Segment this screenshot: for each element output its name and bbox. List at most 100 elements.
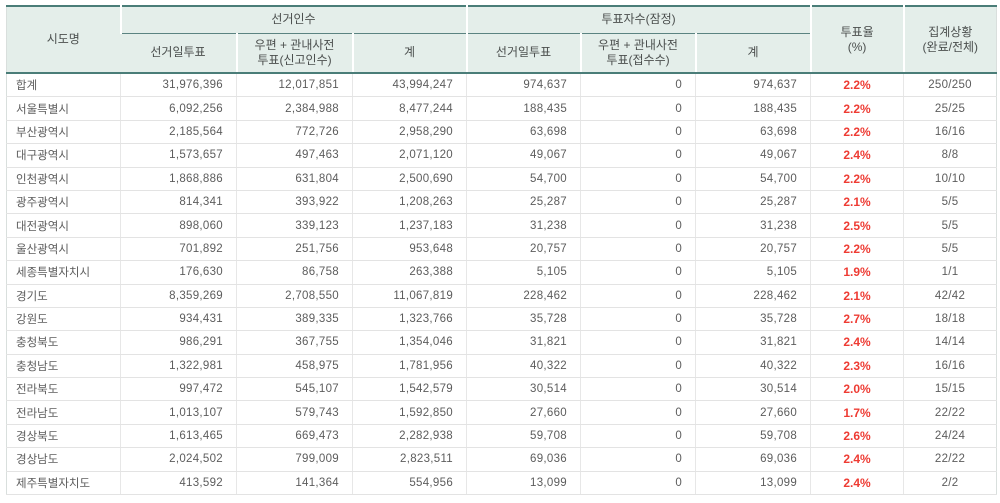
electors-election-day-cell: 1,868,886 [120,167,237,191]
electors-mail-pre-cell: 86,758 [236,260,353,285]
sido-name-cell: 전라남도 [6,400,121,425]
turnout-rate-cell: 2.3% [810,354,904,379]
header-sub-row: 선거일투표 우편 + 관내사전 투표(신고인수) 계 선거일투표 우편 + 관내… [7,33,997,74]
turnout-rate-cell: 2.0% [810,377,904,402]
tally-status-cell: 14/14 [903,330,997,355]
table-header: 시도명 선거인수 투표자수(잠정) 투표율 (%) 집계상황 (완료/전체) 선… [6,6,997,74]
voters-total-cell: 49,067 [695,143,811,168]
header-voters-total: 계 [694,33,811,74]
sido-name-cell: 충청북도 [6,330,121,355]
electors-total-cell: 263,388 [351,260,467,285]
turnout-rate-cell: 2.6% [810,424,904,449]
header-electors-total: 계 [351,33,467,74]
header-group-row: 시도명 선거인수 투표자수(잠정) 투표율 (%) 집계상황 (완료/전체) [6,6,997,74]
voters-total-cell: 30,514 [695,377,811,402]
table-row: 경기도 8,359,269 2,708,550 11,067,819 228,462 0 2… [6,284,997,308]
voters-total-cell: 63,698 [695,120,811,145]
turnout-rate-cell: 2.2% [810,167,904,191]
table-row: 대구광역시 1,573,657 497,463 2,071,120 49,067 0 49,… [6,143,997,168]
voters-election-day-cell: 27,660 [466,400,581,425]
voters-election-day-cell: 13,099 [466,471,581,496]
table-row: 울산광역시 701,892 251,756 953,648 20,757 0 20,757 2… [6,237,997,262]
electors-mail-pre-cell: 393,922 [236,190,353,215]
tally-status-cell: 22/22 [903,400,997,425]
turnout-rate-cell: 2.4% [810,143,904,168]
turnout-rate-cell: 2.2% [810,96,904,121]
electors-mail-pre-cell: 669,473 [236,424,353,449]
voters-election-day-cell: 31,238 [466,213,581,238]
table-row: 전라북도 997,472 545,107 1,542,579 30,514 0 30,514… [6,377,997,402]
table-row: 서울특별시 6,092,256 2,384,988 8,477,244 188,435 0… [6,96,997,121]
tally-status-cell: 2/2 [903,471,997,496]
turnout-table-container: 시도명 선거인수 투표자수(잠정) 투표율 (%) 집계상황 (완료/전체) 선… [6,5,998,496]
turnout-rate-cell: 2.1% [810,284,904,308]
electors-election-day-cell: 31,976,396 [120,73,237,98]
electors-total-cell: 953,648 [351,237,467,262]
electors-mail-pre-cell: 339,123 [236,213,353,238]
sido-name-cell: 경상북도 [6,424,121,449]
table-row: 광주광역시 814,341 393,922 1,208,263 25,287 0 25,28… [6,190,997,215]
voters-total-cell: 188,435 [695,96,811,121]
electors-election-day-cell: 934,431 [120,307,237,332]
table-row: 합계 31,976,396 12,017,851 43,994,247 974,637 0… [6,73,997,98]
electors-election-day-cell: 986,291 [120,330,237,355]
sido-name-cell: 제주특별자치도 [6,471,121,496]
voters-election-day-cell: 54,700 [466,167,581,191]
voters-election-day-cell: 69,036 [466,447,581,472]
voters-election-day-cell: 63,698 [466,120,581,145]
voters-election-day-cell: 35,728 [466,307,581,332]
voters-total-cell: 25,287 [695,190,811,215]
sido-name-cell: 인천광역시 [6,167,121,191]
voters-election-day-cell: 974,637 [466,73,581,98]
table-row: 대전광역시 898,060 339,123 1,237,183 31,238 0 31,23… [6,213,997,238]
electors-mail-pre-cell: 141,364 [236,471,353,496]
electors-total-cell: 2,071,120 [351,143,467,168]
header-electors-mail-pre: 우편 + 관내사전 투표(신고인수) [235,33,353,74]
voters-total-cell: 13,099 [695,471,811,496]
electors-mail-pre-cell: 12,017,851 [236,73,353,98]
tally-status-cell: 5/5 [903,237,997,262]
voters-total-cell: 69,036 [695,447,811,472]
header-sido: 시도명 [6,6,121,74]
header-electors-group: 선거인수 [119,6,467,34]
electors-election-day-cell: 6,092,256 [120,96,237,121]
voters-mail-pre-cell: 0 [580,447,696,472]
voters-election-day-cell: 49,067 [466,143,581,168]
turnout-rate-cell: 2.2% [810,73,904,98]
electors-total-cell: 8,477,244 [351,96,467,121]
voters-mail-pre-cell: 0 [580,143,696,168]
tally-status-cell: 16/16 [903,354,997,379]
voters-election-day-cell: 25,287 [466,190,581,215]
table-row: 강원도 934,431 389,335 1,323,766 35,728 0 35,728 2… [6,307,997,332]
voters-mail-pre-cell: 0 [580,330,696,355]
turnout-rate-cell: 2.4% [810,447,904,472]
tally-status-cell: 15/15 [903,377,997,402]
voters-mail-pre-cell: 0 [580,400,696,425]
turnout-rate-cell: 2.2% [810,120,904,145]
header-voters-group: 투표자수(잠정) [465,6,811,34]
voters-total-cell: 54,700 [695,167,811,191]
voters-mail-pre-cell: 0 [580,471,696,496]
electors-mail-pre-cell: 579,743 [236,400,353,425]
electors-total-cell: 2,958,290 [351,120,467,145]
tally-status-cell: 25/25 [903,96,997,121]
voters-total-cell: 59,708 [695,424,811,449]
tally-status-cell: 10/10 [903,167,997,191]
sido-name-cell: 대구광역시 [6,143,121,168]
voters-mail-pre-cell: 0 [580,190,696,215]
electors-election-day-cell: 1,013,107 [120,400,237,425]
sido-name-cell: 전라북도 [6,377,121,402]
electors-election-day-cell: 814,341 [120,190,237,215]
electors-total-cell: 554,956 [351,471,467,496]
electors-total-cell: 1,781,956 [351,354,467,379]
voters-election-day-cell: 59,708 [466,424,581,449]
turnout-rate-cell: 2.4% [810,471,904,496]
table-row: 경상남도 2,024,502 799,009 2,823,511 69,036 0 69,0… [6,447,997,472]
voters-election-day-cell: 20,757 [466,237,581,262]
electors-election-day-cell: 8,359,269 [120,284,237,308]
tally-status-cell: 5/5 [903,213,997,238]
electors-total-cell: 1,354,046 [351,330,467,355]
sido-name-cell: 대전광역시 [6,213,121,238]
electors-election-day-cell: 176,630 [120,260,237,285]
table-row: 전라남도 1,013,107 579,743 1,592,850 27,660 0 27,6… [6,400,997,425]
